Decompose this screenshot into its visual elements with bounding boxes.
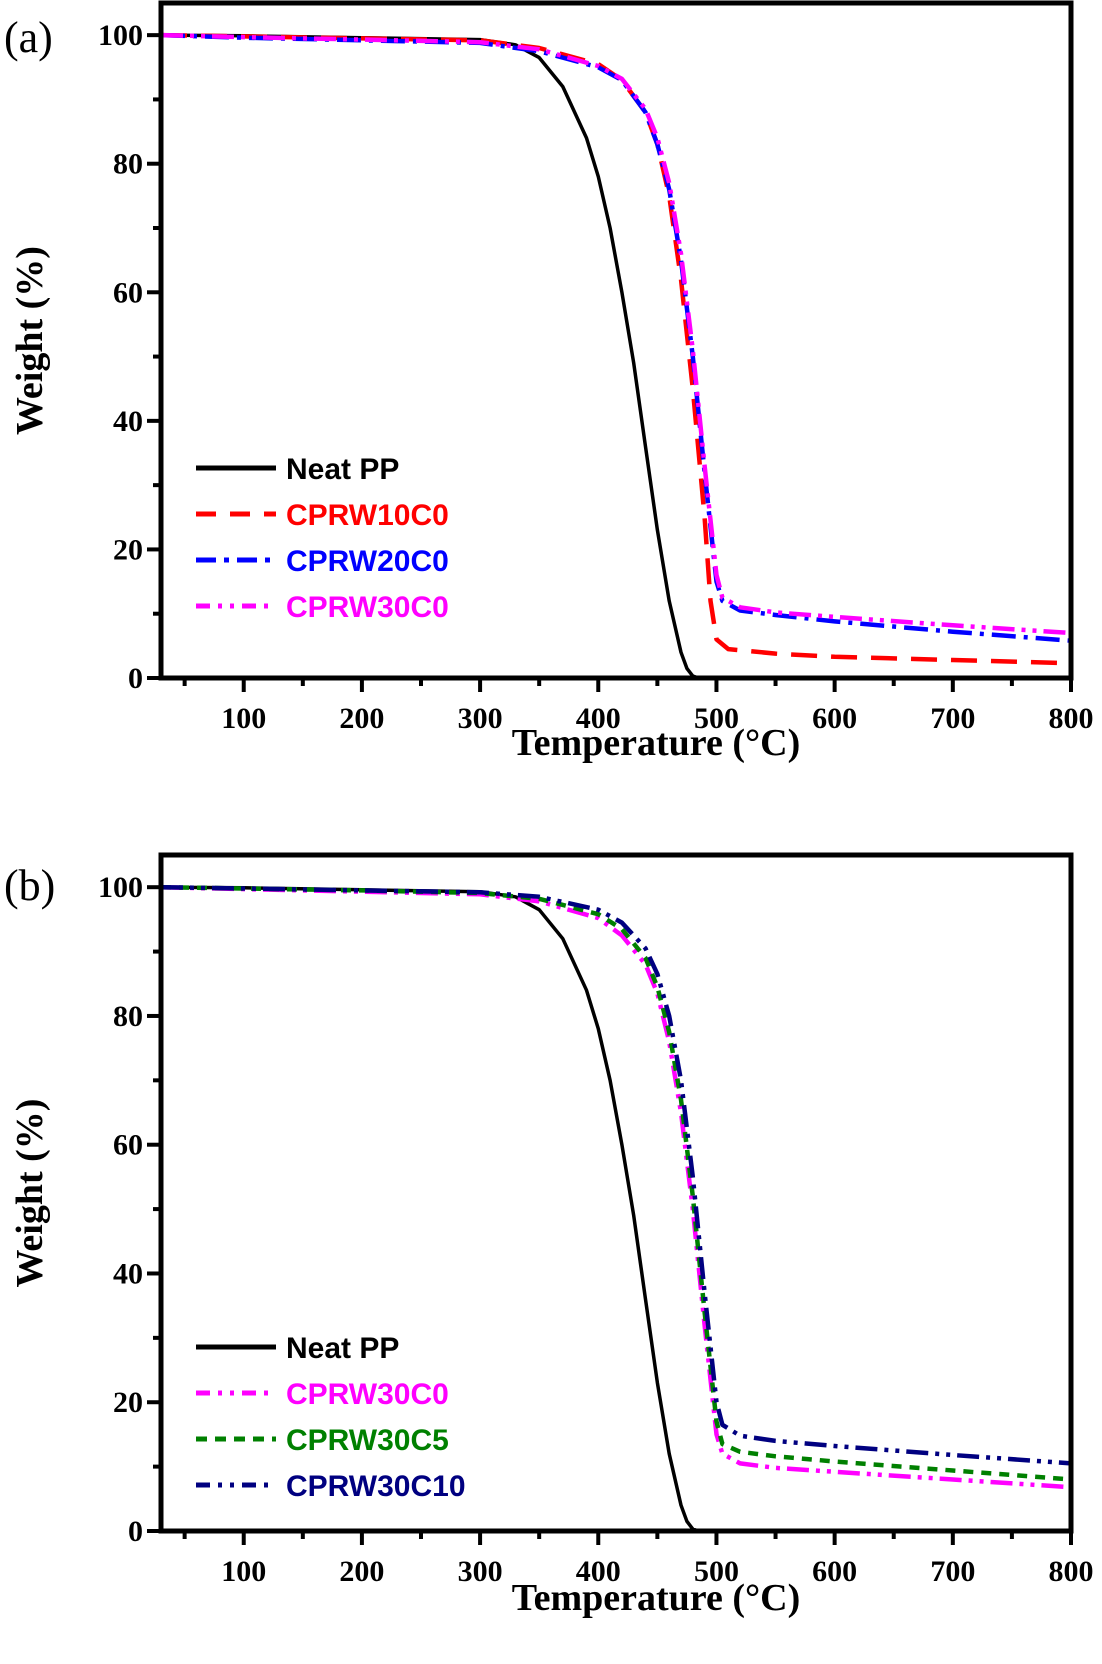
legend-label: CPRW30C0 [286, 1378, 449, 1411]
x-tick-label: 100 [221, 1555, 266, 1588]
x-tick-label: 200 [339, 1555, 384, 1588]
legend: Neat PP CPRW30C0 CPRW30C5 CPRW30C10 [196, 1332, 466, 1503]
x-axis-title: Temperature (°C) [512, 722, 801, 764]
series-line-cprw30c5 [160, 884, 1072, 1482]
y-tick-label: 40 [113, 405, 143, 438]
y-tick-label: 100 [98, 871, 143, 904]
x-tick-label: 400 [576, 702, 621, 735]
y-tick-label: 0 [128, 1515, 143, 1548]
plot-frame [158, 0, 1074, 681]
legend-label: CPRW30C5 [286, 1424, 449, 1457]
chart-panel-b: 100 200 300 400 500 600 700 800 0 20 40 60 80 100 Temp… [4, 852, 1094, 1619]
y-tick-label: 0 [128, 662, 143, 695]
series-line-cprw30c0 [160, 884, 1072, 1490]
x-tick-label: 700 [930, 1555, 975, 1588]
x-tick-label: 700 [930, 702, 975, 735]
series-line-cprw10c0 [160, 32, 1072, 666]
panel-label: (a) [4, 13, 53, 62]
plot-frame [158, 852, 1074, 1534]
x-tick-label: 600 [812, 1555, 857, 1588]
x-tick-label: 100 [221, 702, 266, 735]
x-axis-title: Temperature (°C) [512, 1577, 801, 1619]
legend-label: CPRW20C0 [286, 545, 449, 578]
y-tick-label: 60 [113, 1129, 143, 1162]
x-tick-label: 600 [812, 702, 857, 735]
x-tick-label: 300 [458, 702, 503, 735]
panel-label: (b) [4, 861, 55, 910]
chart-panel-a: 100 200 300 400 500 600 700 800 0 20 40 60 80 100 Temp… [4, 0, 1094, 764]
series-line-cprw30c10 [160, 884, 1072, 1466]
x-tick-label: 800 [1049, 702, 1094, 735]
x-tick-label: 200 [339, 702, 384, 735]
legend-label: Neat PP [286, 1332, 399, 1365]
x-tick-label: 400 [576, 1555, 621, 1588]
legend-label: Neat PP [286, 453, 399, 486]
series-line-cprw30c0 [160, 32, 1072, 636]
y-tick-label: 60 [113, 276, 143, 309]
series-line-neat-pp [160, 33, 700, 680]
y-tick-label: 40 [113, 1257, 143, 1290]
y-axis-title: Weight (%) [9, 246, 51, 435]
y-tick-label: 20 [113, 1386, 143, 1419]
y-tick-label: 80 [113, 1000, 143, 1033]
legend-label: CPRW30C0 [286, 591, 449, 624]
y-tick-label: 80 [113, 148, 143, 181]
y-tick-label: 20 [113, 533, 143, 566]
x-tick-label: 800 [1049, 1555, 1094, 1588]
x-tick-label: 500 [694, 1555, 739, 1588]
y-axis-title: Weight (%) [9, 1099, 51, 1288]
legend-label: CPRW10C0 [286, 499, 449, 532]
legend-label: CPRW30C10 [286, 1470, 466, 1503]
x-tick-label: 300 [458, 1555, 503, 1588]
y-tick-label: 100 [98, 19, 143, 52]
x-tick-label: 500 [694, 702, 739, 735]
legend: Neat PP CPRW10C0 CPRW20C0 CPRW30C0 [196, 453, 449, 624]
